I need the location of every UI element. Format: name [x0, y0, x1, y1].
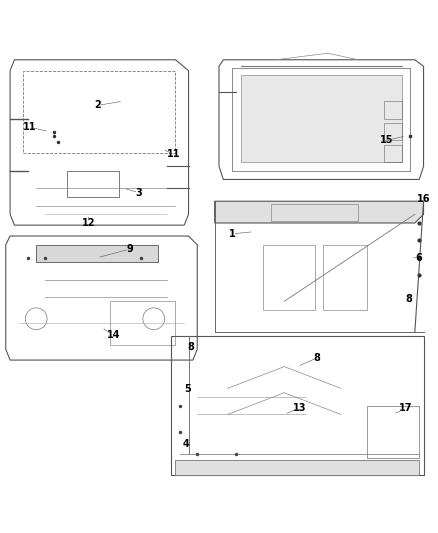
Text: 11: 11	[166, 149, 180, 159]
Bar	[67, 171, 119, 197]
Bar	[385, 101, 402, 118]
Text: 8: 8	[314, 353, 320, 363]
Text: 17: 17	[399, 403, 413, 413]
Bar	[367, 406, 419, 458]
Bar	[110, 301, 176, 345]
Bar	[262, 245, 315, 310]
Text: 9: 9	[127, 244, 133, 254]
Text: 15: 15	[380, 135, 393, 146]
Text: 1: 1	[229, 229, 236, 239]
Bar	[323, 245, 367, 310]
Polygon shape	[241, 75, 402, 162]
Text: 16: 16	[417, 194, 430, 204]
Text: 13: 13	[293, 403, 306, 413]
Polygon shape	[215, 201, 424, 223]
Text: 2: 2	[94, 100, 100, 110]
Text: 8: 8	[187, 342, 194, 352]
Bar	[385, 144, 402, 162]
Polygon shape	[176, 460, 419, 475]
Bar	[36, 245, 158, 262]
Text: 12: 12	[81, 218, 95, 228]
Text: 5: 5	[184, 384, 191, 394]
Text: 11: 11	[23, 122, 36, 132]
Bar	[385, 123, 402, 140]
Text: 14: 14	[107, 330, 120, 340]
Text: 6: 6	[416, 253, 423, 263]
Text: 4: 4	[183, 439, 190, 449]
Text: 8: 8	[405, 294, 412, 304]
Bar	[271, 204, 358, 221]
Text: 3: 3	[135, 188, 142, 198]
